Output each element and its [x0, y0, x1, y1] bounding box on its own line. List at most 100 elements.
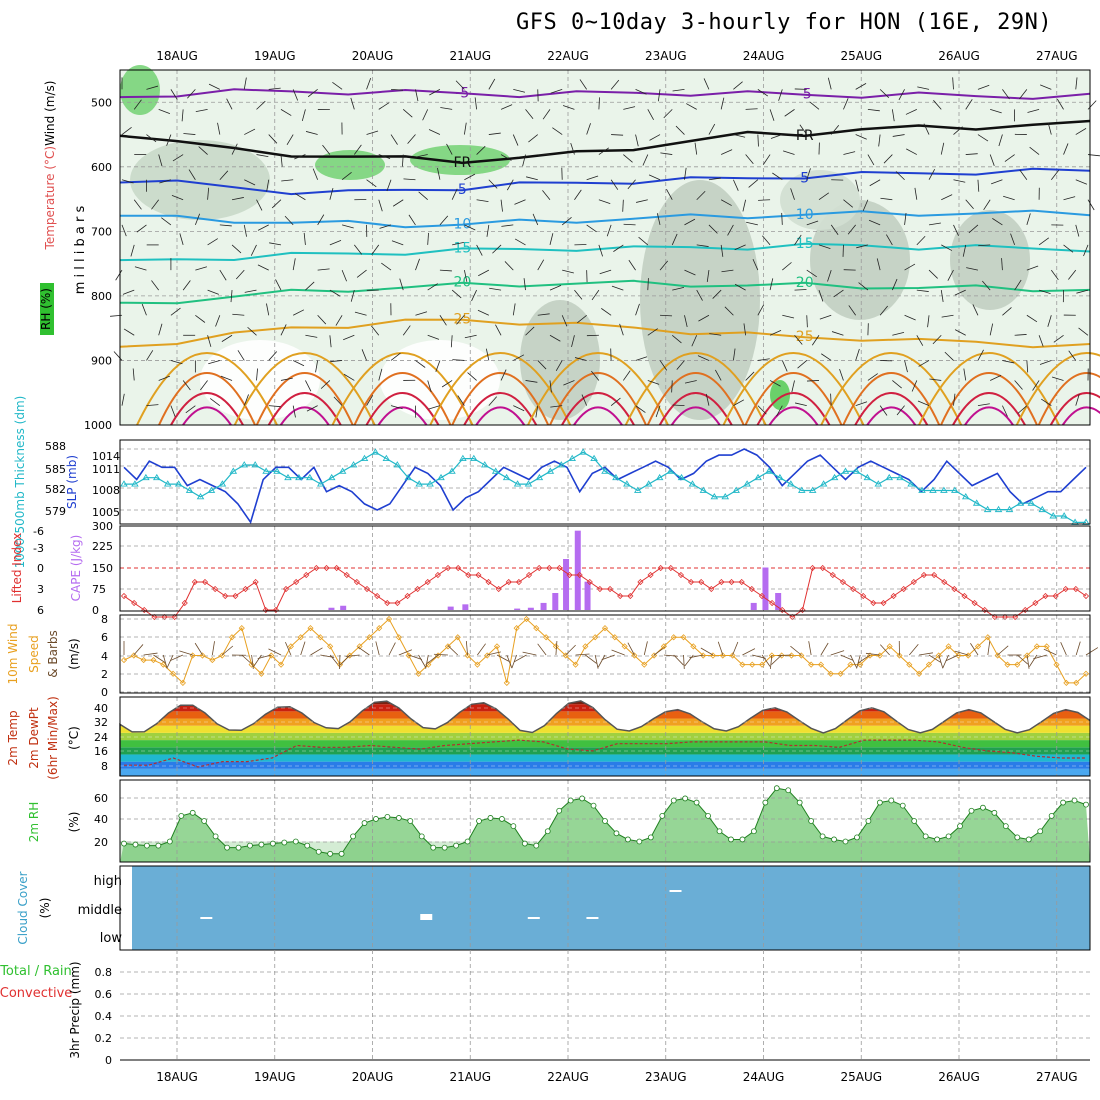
- lifted-index-marker: [769, 599, 776, 607]
- wind-barb: [333, 396, 343, 406]
- rh-axis-label: RH (%): [39, 288, 53, 330]
- lifted-index-marker: [394, 599, 401, 607]
- wind-barb: [623, 106, 636, 110]
- wind-speed-marker: [709, 652, 717, 659]
- wind-barb: [243, 394, 249, 406]
- wind-barb-10m: [153, 654, 166, 663]
- cape-bar: [762, 567, 769, 610]
- rh-marker: [567, 797, 574, 804]
- wind-barb-10m: [257, 654, 272, 660]
- li-tick-label: 6: [37, 604, 44, 617]
- lifted-index-marker: [455, 564, 462, 572]
- lifted-index-marker: [566, 571, 573, 579]
- surface-isotherm-dome: [658, 392, 733, 426]
- wind-barb: [965, 153, 978, 155]
- wind-barb: [537, 313, 550, 316]
- wind-barb: [623, 370, 631, 381]
- wind-barb: [133, 199, 142, 210]
- wind-barb: [821, 353, 832, 361]
- wind-barb: [1041, 398, 1052, 406]
- wind-barb: [843, 199, 854, 208]
- wind-barb: [586, 175, 599, 181]
- wind-speed-marker: [533, 625, 540, 632]
- wind-barb: [745, 108, 758, 110]
- wind-barb-10m: [408, 654, 423, 660]
- isotherm-label: -5: [455, 85, 469, 101]
- wind-barb-10m: [627, 642, 635, 656]
- wind-barb: [1075, 77, 1078, 90]
- wind-speed-marker: [827, 670, 834, 677]
- wind-barb: [1087, 100, 1097, 110]
- cape-tick-label: 225: [92, 540, 113, 553]
- thickness-marker: [699, 486, 708, 493]
- wind-barb: [219, 224, 232, 227]
- lifted-index-marker: [282, 585, 290, 593]
- wind-barb: [427, 334, 440, 340]
- lifted-index-marker: [799, 606, 806, 614]
- wind-barb: [172, 154, 184, 162]
- wind-speed-marker: [641, 661, 648, 668]
- wind-barb: [819, 314, 832, 320]
- wind-barb: [941, 194, 953, 201]
- wind-barb: [146, 85, 159, 90]
- wind-barb: [343, 373, 355, 381]
- rh-marker: [132, 841, 139, 848]
- wind-barb-10m: [858, 654, 871, 664]
- thickness-marker: [557, 461, 566, 468]
- lifted-index-marker: [941, 578, 948, 586]
- wind-barb: [280, 324, 287, 336]
- wind-barb-10m: [310, 647, 323, 656]
- isotherm-label: 5: [458, 182, 467, 198]
- wind-barb: [944, 351, 954, 361]
- lifted-index-marker: [141, 606, 148, 614]
- wind-barb: [989, 323, 994, 336]
- wind-barb: [542, 190, 551, 200]
- wind-barb: [488, 396, 498, 406]
- thickness-marker: [830, 473, 839, 481]
- wind-barb: [390, 405, 403, 410]
- wind-axis-label-speed: Speed: [27, 635, 41, 673]
- wind-speed-marker: [170, 670, 177, 677]
- lifted-index-marker: [252, 578, 259, 586]
- wind-barb: [965, 99, 973, 110]
- wind-speed-marker: [376, 625, 383, 632]
- wind-barb: [611, 285, 624, 291]
- wind-barb: [878, 134, 881, 147]
- wind-barb: [628, 259, 636, 271]
- wind-barb: [904, 360, 908, 373]
- wind-barb: [256, 154, 269, 158]
- isotherm-label: FR: [796, 128, 814, 144]
- wind-barb-10m: [790, 645, 802, 656]
- thickness-marker: [1038, 505, 1047, 513]
- wind-barb: [598, 147, 610, 155]
- surface-isotherm-dome: [267, 392, 342, 426]
- temp-axis-label-dewpt-part-0: 2m DewPt: [27, 707, 41, 769]
- lifted-index-marker: [374, 592, 381, 600]
- wind-speed-marker: [474, 661, 481, 668]
- temp-tick-label: 24: [94, 731, 108, 744]
- wind-speed-marker: [543, 634, 550, 641]
- cape-bar: [574, 530, 581, 610]
- wind-barb: [329, 335, 332, 348]
- wind-barb: [891, 278, 898, 291]
- wind-barb: [586, 224, 597, 233]
- wind-speed-marker: [258, 670, 265, 677]
- wind-barb: [1075, 394, 1080, 406]
- rh-marker: [189, 809, 196, 816]
- wind-axis-label-speed-part-0: Speed: [27, 635, 41, 673]
- wind-barb: [488, 132, 501, 135]
- wind-barb: [286, 134, 294, 146]
- wind-axis-label-barbs: & Barbs: [46, 630, 60, 678]
- wind-barb: [769, 278, 774, 291]
- rh-marker: [682, 795, 689, 802]
- rh-marker: [1002, 823, 1009, 830]
- wind-barb: [247, 326, 257, 336]
- wind-speed-marker: [925, 661, 933, 668]
- surface-isotherm-dome: [952, 392, 1026, 426]
- wind-axis-label-unit: (m/s): [67, 638, 81, 669]
- wind-barb: [1029, 146, 1040, 155]
- wind-barb: [769, 330, 782, 336]
- cloud-level-label: middle: [78, 903, 122, 918]
- rh-legend-swatch: [40, 283, 54, 335]
- rh-panel-frame: [119, 779, 1091, 863]
